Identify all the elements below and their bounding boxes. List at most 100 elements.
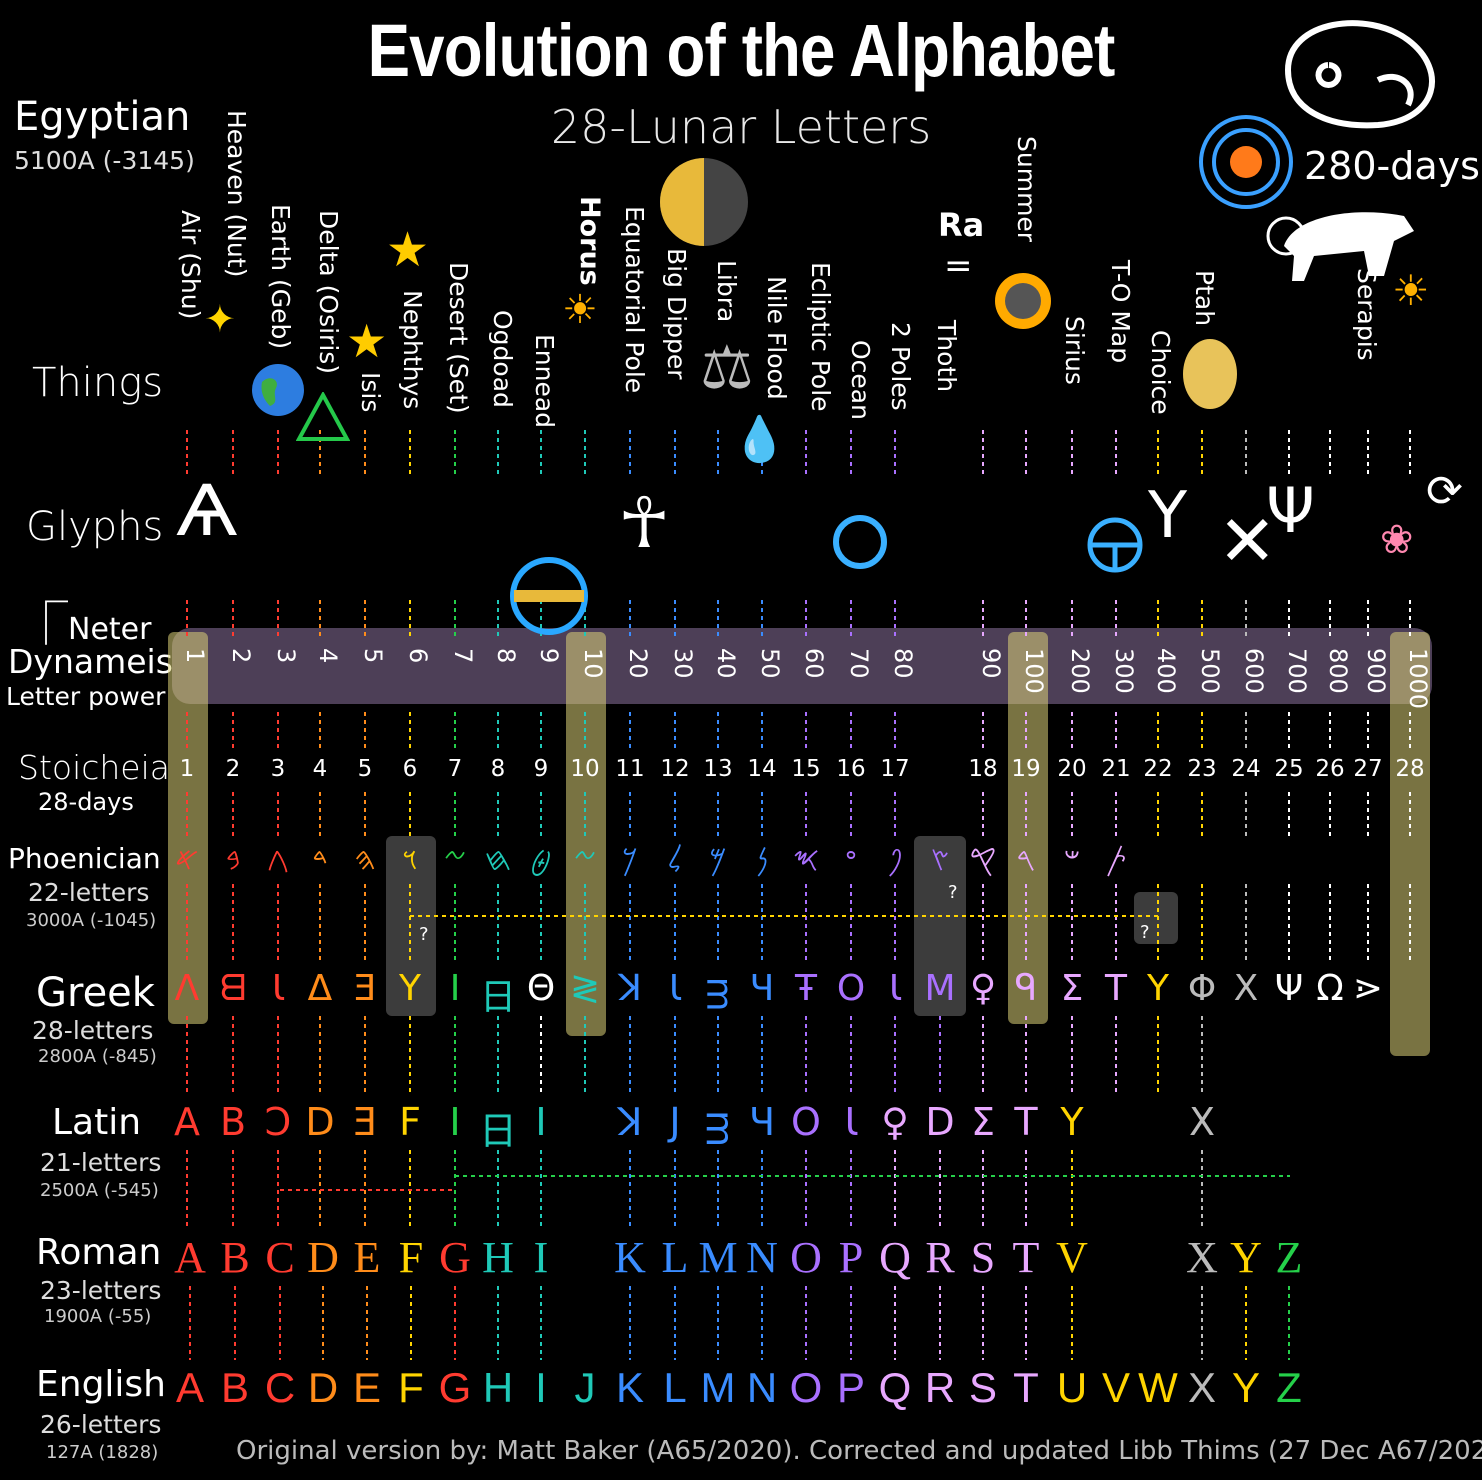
thing-label: Heaven (Nut) bbox=[222, 110, 251, 278]
english-letter: S bbox=[968, 1364, 997, 1411]
greek-letter: Ŧ bbox=[795, 968, 817, 1009]
latin-letter: D bbox=[305, 1100, 335, 1144]
english-letter: W bbox=[1138, 1364, 1178, 1411]
star-icon-2: ★ bbox=[346, 314, 388, 368]
thing-label: Ptah bbox=[1190, 270, 1219, 327]
phoenician-letter: 𐤑 bbox=[930, 840, 950, 878]
neter-value: 200 bbox=[1066, 648, 1094, 694]
neter-value: 60 bbox=[800, 648, 828, 679]
ra-label: Ra bbox=[938, 206, 985, 244]
day-number: 21 bbox=[1101, 756, 1131, 782]
english-letter: Q bbox=[878, 1364, 912, 1411]
x-glyph-icon: ✕ bbox=[1218, 500, 1277, 582]
phoenician-letter: 𐤒 bbox=[969, 840, 997, 878]
delta-triangle-icon bbox=[295, 390, 351, 442]
neter-value: 8 bbox=[492, 648, 520, 664]
days-label: 280-days bbox=[1304, 144, 1480, 188]
greek-date: 2800A (-845) bbox=[38, 1046, 157, 1067]
greek-letter: Ч bbox=[749, 968, 775, 1009]
thing-label: Big Dipper bbox=[662, 248, 691, 380]
horus-label: Horus bbox=[574, 196, 605, 286]
sun-barque-icon bbox=[500, 556, 598, 636]
thing-label: Ogdoad bbox=[488, 310, 517, 408]
day-number: 13 bbox=[703, 756, 733, 782]
day-number: 16 bbox=[836, 756, 866, 782]
english-letter: A bbox=[175, 1364, 204, 1411]
trident-glyph-icon: Ψ bbox=[1266, 474, 1315, 547]
thing-label: Sirius bbox=[1060, 316, 1089, 385]
day-number: 28 bbox=[1395, 756, 1425, 782]
neter-value: 50 bbox=[756, 648, 784, 679]
lotus-icon: ❀ bbox=[1380, 517, 1414, 563]
neter-value: 70 bbox=[845, 648, 873, 679]
english-letter: V bbox=[1101, 1364, 1130, 1411]
roman-letter: K bbox=[614, 1233, 646, 1282]
thing-label: Desert (Set) bbox=[444, 262, 473, 414]
greek-letter: ≷ bbox=[569, 968, 601, 1009]
greek-letter: O bbox=[836, 968, 866, 1009]
greek-letter: Ψ bbox=[1274, 968, 1304, 1009]
roman-letter: Q bbox=[879, 1233, 911, 1282]
neter-value: 7 bbox=[449, 648, 477, 664]
neter-value: 10 bbox=[579, 648, 607, 679]
neter-value: 2 bbox=[227, 648, 255, 664]
y-choice-glyph-icon: Y bbox=[1148, 479, 1188, 553]
day-number: 25 bbox=[1274, 756, 1304, 782]
day-number: 17 bbox=[880, 756, 910, 782]
english-letter: O bbox=[789, 1364, 823, 1411]
page-subtitle: 28-Lunar Letters bbox=[550, 100, 932, 154]
solar-system-icon bbox=[1196, 112, 1296, 212]
greek-letter: Σ bbox=[1060, 968, 1084, 1009]
thing-label: Summer bbox=[1012, 136, 1041, 243]
day-number: 2 bbox=[225, 756, 241, 782]
egyptian-date: 5100A (-3145) bbox=[14, 146, 195, 175]
greek-letter: Θ bbox=[526, 968, 556, 1009]
thing-label: Nephthys bbox=[398, 290, 427, 410]
roman-letter: Z bbox=[1275, 1233, 1303, 1282]
day-number: 11 bbox=[615, 756, 645, 782]
neter-value: 4 bbox=[314, 648, 342, 664]
day-number: 22 bbox=[1143, 756, 1173, 782]
english-letter: R bbox=[924, 1364, 956, 1411]
neter-value: 300 bbox=[1110, 648, 1138, 694]
gray-box-m bbox=[914, 836, 966, 1016]
thing-label: T-O Map bbox=[1106, 260, 1135, 364]
greek-letter: ♀ bbox=[969, 968, 997, 1009]
neter-value: 90 bbox=[977, 648, 1005, 679]
sun-icon: ☀ bbox=[562, 287, 598, 333]
english-letter: P bbox=[836, 1364, 865, 1411]
thing-label: Thoth bbox=[932, 320, 961, 393]
neter-value: 800 bbox=[1324, 648, 1352, 694]
greek-letter: I bbox=[449, 968, 461, 1009]
latin-letter: ᴟ bbox=[705, 1100, 731, 1144]
neter-value: 20 bbox=[624, 648, 652, 679]
roman-letter: G bbox=[439, 1233, 471, 1282]
phoenician-letter: 𐤐 bbox=[887, 840, 903, 878]
greek-letter: Ǝ bbox=[353, 968, 377, 1009]
day-number: 7 bbox=[447, 756, 463, 782]
earth-icon bbox=[250, 362, 306, 418]
day-number: 3 bbox=[270, 756, 286, 782]
neter-value: 80 bbox=[889, 648, 917, 679]
summer-sun-icon bbox=[980, 258, 1066, 344]
greek-letter: T bbox=[1105, 968, 1127, 1009]
question-mark-1: ? bbox=[419, 924, 429, 945]
neter-value: 6 bbox=[404, 648, 432, 664]
greek-count: 28-letters bbox=[32, 1016, 154, 1045]
phoenician-letter: 𐤋 bbox=[667, 840, 683, 878]
roman-letter: S bbox=[970, 1233, 996, 1282]
latin-letter: I bbox=[449, 1100, 461, 1144]
things-label: Things bbox=[32, 360, 164, 406]
day-number: 19 bbox=[1011, 756, 1041, 782]
neter-value: 3 bbox=[272, 648, 300, 664]
day-number: 27 bbox=[1353, 756, 1383, 782]
sparkle-icon: ✦ bbox=[204, 297, 236, 341]
english-letter: Z bbox=[1276, 1364, 1302, 1411]
latin-letter: 日 bbox=[478, 1109, 517, 1153]
neter-name: Neter bbox=[68, 612, 152, 647]
phoenician-letter: 𐤎 bbox=[792, 840, 820, 878]
latin-label: Latin bbox=[52, 1102, 142, 1143]
roman-count: 23-letters bbox=[40, 1276, 162, 1305]
english-date: 127A (1828) bbox=[46, 1442, 159, 1463]
